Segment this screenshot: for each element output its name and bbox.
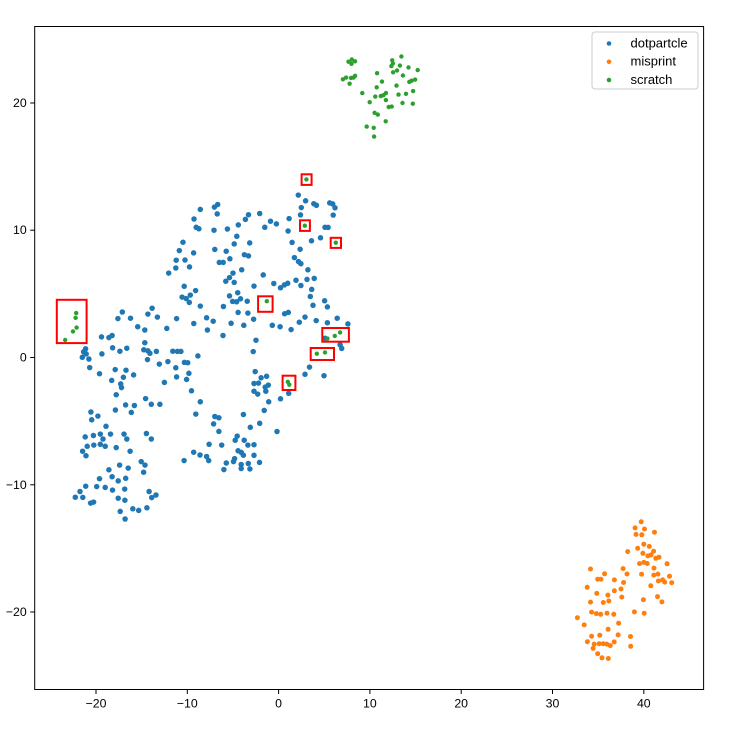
- svg-text:20: 20: [13, 96, 27, 110]
- svg-text:20: 20: [454, 697, 468, 711]
- svg-text:−10: −10: [6, 478, 27, 492]
- svg-text:−20: −20: [6, 605, 27, 619]
- svg-text:10: 10: [13, 223, 27, 237]
- svg-text:dotpartcle: dotpartcle: [631, 35, 688, 50]
- svg-text:0: 0: [275, 697, 282, 711]
- svg-text:30: 30: [546, 697, 560, 711]
- svg-text:40: 40: [637, 697, 651, 711]
- svg-text:−10: −10: [177, 697, 198, 711]
- svg-text:scratch: scratch: [631, 72, 673, 87]
- svg-text:10: 10: [363, 697, 377, 711]
- svg-text:0: 0: [20, 351, 27, 365]
- svg-text:misprint: misprint: [631, 54, 677, 69]
- svg-text:−20: −20: [86, 697, 107, 711]
